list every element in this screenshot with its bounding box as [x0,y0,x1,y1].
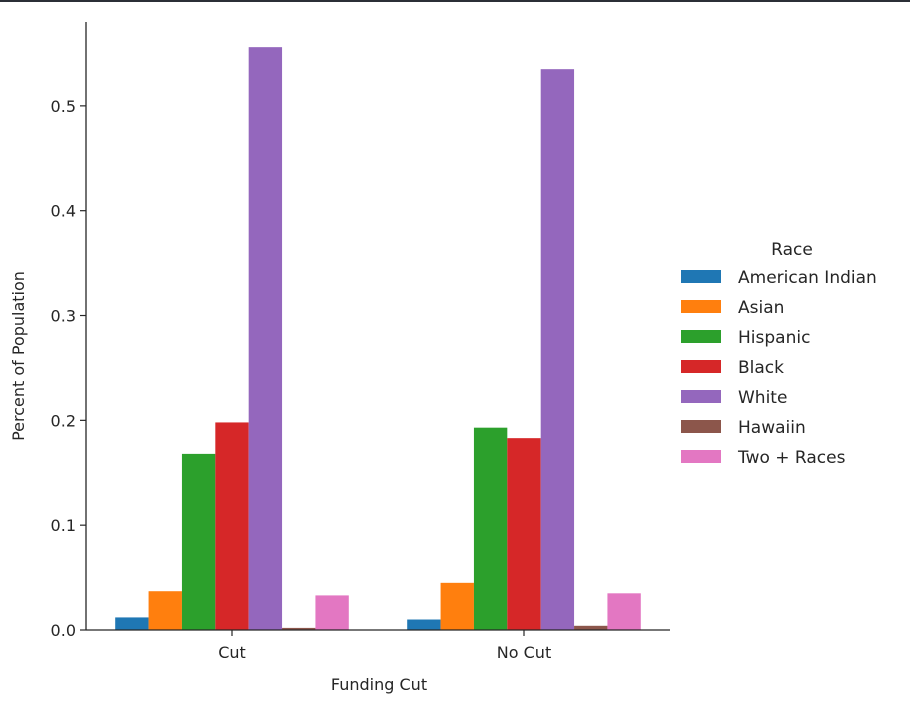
legend-swatch [681,420,721,433]
legend-label: Two + Races [737,448,846,468]
bar-two-races-no-cut [607,593,641,630]
window-top-edge [0,0,910,2]
bar-two-races-cut [315,595,349,630]
bars-group [115,47,641,630]
legend-label: Black [738,358,784,378]
y-tick-label: 0.5 [51,97,76,116]
y-tick-label: 0.4 [51,202,76,221]
x-axis-label: Funding Cut [331,675,427,694]
legend-label: White [738,388,787,408]
bar-american-indian-no-cut [407,619,441,630]
y-axis: 0.0 0.1 0.2 0.3 0.4 0.5 [51,22,87,640]
y-tick-label: 0.0 [51,621,76,640]
bar-black-no-cut [507,438,541,630]
bar-hispanic-no-cut [473,427,508,630]
legend-swatch [681,450,721,463]
bar-asian-cut [148,591,182,630]
x-axis: Cut No Cut [86,629,670,662]
legend-label: Hawaiin [738,418,806,438]
bar-american-indian-cut [115,617,149,630]
y-tick-label: 0.2 [51,411,76,430]
y-axis-label: Percent of Population [9,271,28,441]
bar-hawaiin-cut [282,627,316,630]
bar-asian-no-cut [440,582,474,630]
legend-swatch [681,330,721,343]
legend-title: Race [771,240,813,260]
legend-swatch [681,300,721,313]
bar-white-no-cut [540,69,575,630]
legend-label: American Indian [738,268,877,288]
legend-swatch [681,270,721,283]
bar-hawaiin-no-cut [574,625,608,630]
legend-label: Hispanic [738,328,810,348]
legend: Race American Indian Asian Hispanic Black Wh… [681,240,877,468]
legend-swatch [681,360,721,373]
y-tick-label: 0.1 [51,516,76,535]
legend-swatch [681,390,721,403]
bar-black-cut [215,422,249,630]
x-tick-label: Cut [218,643,246,662]
x-tick-label: No Cut [497,643,551,662]
legend-label: Asian [738,298,784,318]
bar-white-cut [248,47,283,630]
y-tick-label: 0.3 [51,307,76,326]
bar-hispanic-cut [181,453,216,630]
